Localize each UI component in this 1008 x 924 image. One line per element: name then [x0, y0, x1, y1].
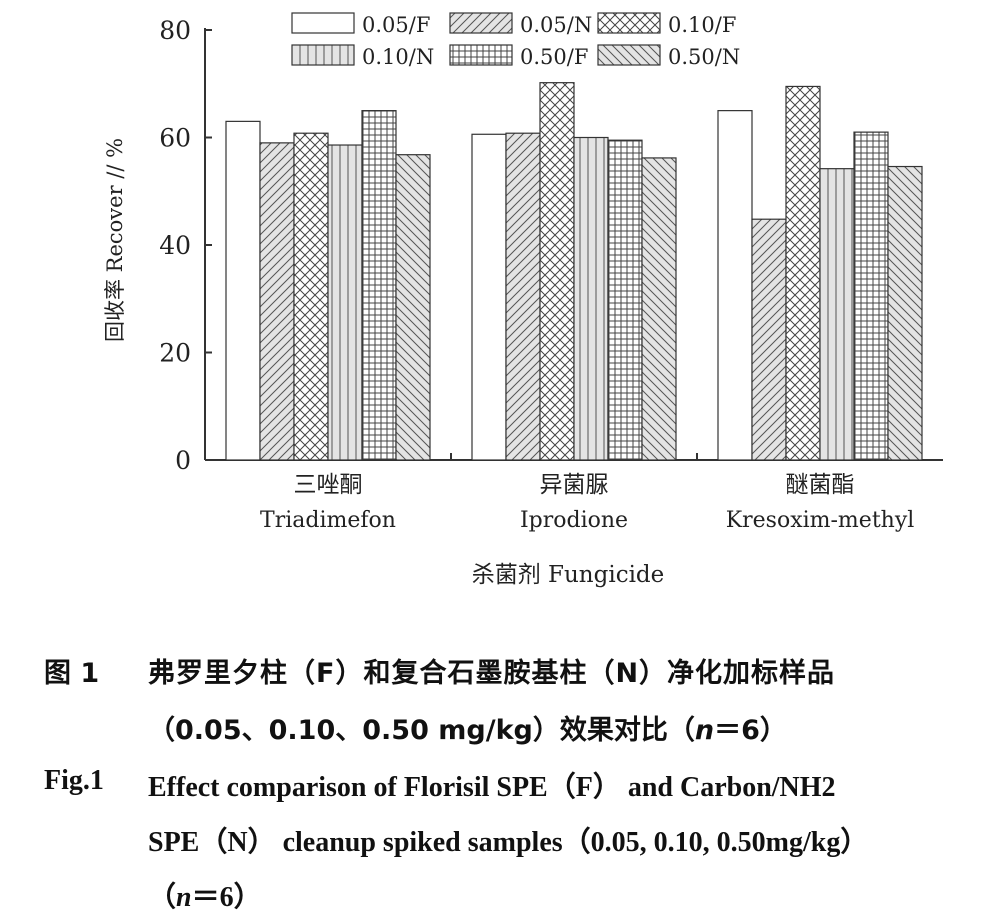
- bar: [607, 139, 643, 461]
- legend-label: 0.10/N: [362, 45, 434, 69]
- legend-swatch: [597, 12, 661, 34]
- caption-cn-label: 图 1: [44, 658, 100, 689]
- bar: [641, 157, 677, 461]
- bar: [293, 132, 329, 461]
- legend-swatch: [597, 44, 661, 66]
- x-tick-label-cn: 三唑酮: [294, 472, 363, 498]
- bar: [887, 165, 923, 461]
- caption-en-line3: （n＝6）: [148, 875, 262, 915]
- bar: [259, 142, 295, 461]
- x-tick-label-cn: 醚菌酯: [786, 472, 855, 498]
- bar: [471, 133, 507, 461]
- x-tick-label-en: Triadimefon: [260, 508, 396, 533]
- legend-swatch: [291, 44, 355, 66]
- legend-label: 0.50/F: [520, 45, 588, 69]
- bar: [395, 154, 431, 461]
- y-tick-label: 60: [159, 124, 191, 153]
- caption-en-line2: SPE（N） cleanup spiked samples（0.05, 0.10…: [148, 827, 869, 858]
- legend-label: 0.10/F: [668, 13, 736, 37]
- y-axis-label: 回收率 Recover // %: [103, 138, 127, 342]
- x-tick-label-cn: 异菌脲: [540, 472, 609, 498]
- bar: [539, 82, 575, 461]
- caption-cn-n: n: [694, 715, 715, 746]
- legend-label: 0.05/N: [520, 13, 592, 37]
- bar: [573, 136, 609, 461]
- caption-en-paren: （: [148, 882, 177, 913]
- bar: [751, 218, 787, 461]
- legend-label: 0.50/N: [668, 45, 740, 69]
- caption-en-n-eq: ＝6）: [191, 882, 262, 913]
- caption-cn-line2-text: （0.05、0.10、0.50 mg/kg）效果对比（: [148, 715, 695, 746]
- y-tick-label: 40: [159, 231, 191, 260]
- bar: [819, 168, 855, 461]
- y-tick-label: 80: [159, 16, 191, 45]
- caption-cn-line1: 弗罗里夕柱（F）和复合石墨胺基柱（N）净化加标样品: [148, 658, 836, 689]
- x-tick-label-en: Iprodione: [520, 508, 628, 533]
- bar: [225, 120, 261, 461]
- y-tick-label: 20: [159, 339, 191, 368]
- x-axis-label: 杀菌剂 Fungicide: [472, 562, 665, 588]
- axes: 0 20 40 60 80 三唑酮 Triadimefon 异菌脲 Iprodione 醚菌酯 Kr…: [159, 16, 943, 533]
- bar: [717, 110, 753, 461]
- legend-swatch: [449, 44, 513, 66]
- bar: [361, 110, 397, 461]
- bar: [853, 131, 889, 461]
- chart: 0 20 40 60 80 三唑酮 Triadimefon 异菌脲 Iprodione 醚菌酯 Kr…: [103, 12, 943, 588]
- legend-swatch: [449, 12, 513, 34]
- caption-en-line1: Effect comparison of Florisil SPE（F） and…: [148, 772, 836, 803]
- legend-label: 0.05/F: [362, 13, 430, 37]
- y-tick-label: 0: [175, 446, 191, 475]
- legend-swatch: [291, 12, 355, 34]
- caption-cn-line2: （0.05、0.10、0.50 mg/kg）效果对比（n＝6）: [148, 708, 787, 747]
- bar-chart-svg: 0 20 40 60 80 三唑酮 Triadimefon 异菌脲 Iprodione 醚菌酯 Kr…: [103, 12, 943, 588]
- legend: 0.05/F 0.05/N 0.10/F 0.10/N 0.50/F 0.50/N: [291, 12, 740, 69]
- bars: [225, 82, 923, 461]
- caption-en-n: n: [176, 882, 192, 913]
- caption-en-label: Fig.1: [44, 765, 104, 796]
- caption-cn-n-eq: ＝6）: [714, 715, 787, 746]
- bar: [785, 85, 821, 461]
- bar: [327, 144, 363, 461]
- x-tick-label-en: Kresoxim-methyl: [726, 508, 915, 533]
- bar: [505, 132, 541, 461]
